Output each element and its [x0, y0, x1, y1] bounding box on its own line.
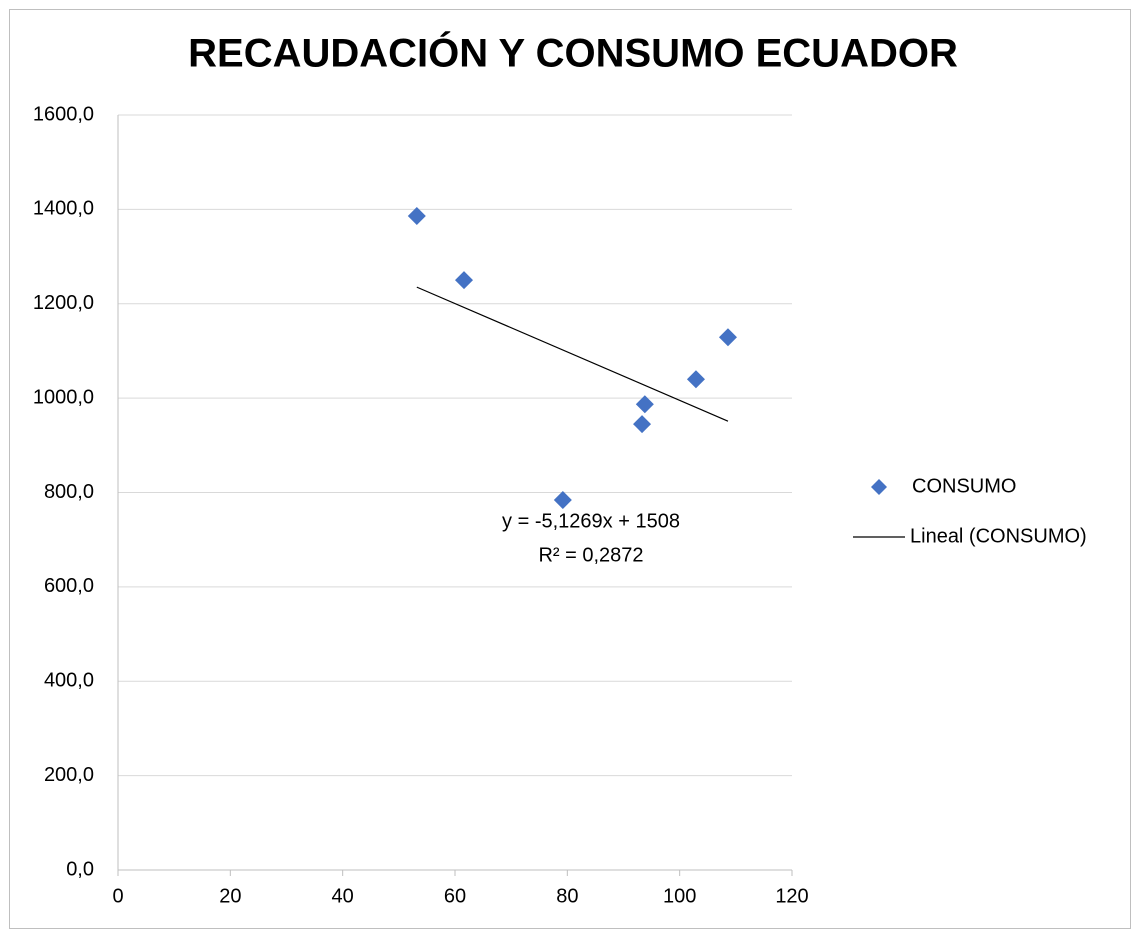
scatter-point [407, 206, 426, 225]
scatter-point [718, 328, 737, 347]
trendline-equation: y = -5,1269x + 1508 [502, 510, 680, 532]
y-tick-label: 1000,0 [33, 386, 94, 408]
y-tick-label: 1200,0 [33, 292, 94, 314]
legend-label: CONSUMO [912, 475, 1016, 497]
x-tick-label: 100 [663, 885, 696, 907]
scatter-point [553, 491, 572, 510]
legend-marker [871, 479, 887, 495]
y-tick-label: 1400,0 [33, 198, 94, 220]
chart-title: RECAUDACIÓN Y CONSUMO ECUADOR [188, 30, 958, 76]
y-tick-label: 0,0 [66, 858, 94, 880]
trendline-r-squared: R² = 0,2872 [538, 544, 643, 566]
trendline [416, 286, 729, 422]
y-tick-label: 400,0 [44, 670, 94, 692]
legend-label: Lineal (CONSUMO) [910, 525, 1087, 547]
x-tick-label: 0 [112, 885, 123, 907]
x-tick-label: 40 [332, 885, 354, 907]
chart-border [9, 9, 1131, 929]
scatter-point [635, 395, 654, 414]
y-tick-label: 800,0 [44, 481, 94, 503]
scatter-point [686, 370, 705, 389]
scatter-point [454, 271, 473, 290]
x-tick-label: 120 [775, 885, 808, 907]
y-tick-label: 600,0 [44, 575, 94, 597]
x-tick-label: 80 [556, 885, 578, 907]
x-tick-label: 20 [219, 885, 241, 907]
scatter-point [633, 415, 652, 434]
y-tick-label: 200,0 [44, 764, 94, 786]
x-tick-label: 60 [444, 885, 466, 907]
y-tick-label: 1600,0 [33, 103, 94, 125]
